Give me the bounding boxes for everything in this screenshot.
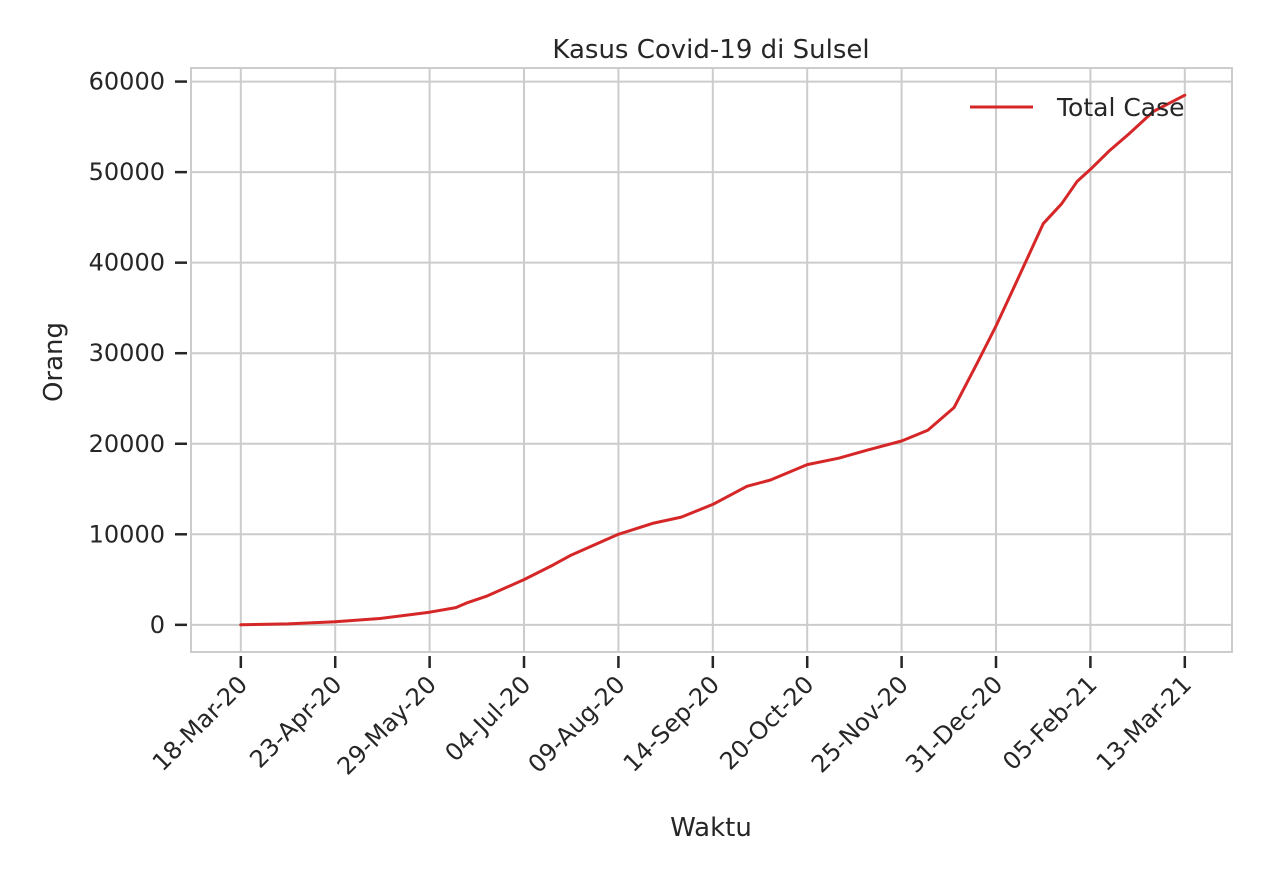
chart-title: Kasus Covid-19 di Sulsel bbox=[552, 35, 869, 65]
y-tick-label: 10000 bbox=[89, 520, 165, 548]
y-tick-label: 60000 bbox=[89, 68, 165, 96]
y-tick-label: 40000 bbox=[89, 249, 165, 277]
y-tick-label: 50000 bbox=[89, 158, 165, 186]
y-tick-label: 0 bbox=[150, 611, 165, 639]
y-tick-label: 20000 bbox=[89, 430, 165, 458]
y-axis: 0 10000 20000 30000 40000 50000 60000 bbox=[89, 68, 187, 639]
grid bbox=[191, 68, 1232, 652]
series-layer bbox=[239, 93, 1187, 627]
legend: Total Case bbox=[970, 93, 1185, 122]
y-tick-label: 30000 bbox=[89, 339, 165, 367]
y-axis-label: Orang bbox=[39, 322, 69, 402]
plot-area-frame bbox=[190, 67, 1233, 653]
legend-label-total-case: Total Case bbox=[1056, 93, 1185, 122]
x-axis-label: Waktu bbox=[670, 813, 752, 843]
series-line-total-case bbox=[239, 93, 1187, 627]
